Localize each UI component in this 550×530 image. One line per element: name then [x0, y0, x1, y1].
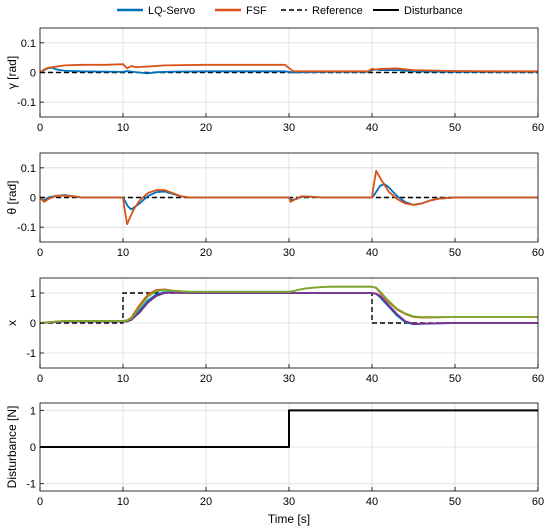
- y-tick-label: 0: [30, 68, 36, 80]
- x-tick-label: 20: [200, 247, 212, 259]
- x-tick-label: 30: [283, 122, 295, 134]
- x-tick-label: 40: [366, 122, 378, 134]
- subplot-1: 0 10 20 30 40 50 60 -0.1 0 0.1γ [rad]: [5, 27, 544, 134]
- y-tick-label: -1: [26, 479, 36, 491]
- x-tick-label: 20: [200, 373, 212, 385]
- x-tick-label: 50: [449, 122, 461, 134]
- x-tick-label: 40: [366, 247, 378, 259]
- series-line-fsf: [40, 169, 538, 226]
- x-tick-label: 20: [200, 496, 212, 508]
- y-axis-label: Disturbance [N]: [5, 406, 19, 489]
- y-tick-label: 1: [30, 405, 36, 417]
- subplot-2: 0 10 20 30 40 50 60 -0.1 0 0.1θ [rad]: [5, 152, 544, 259]
- x-tick-label: 0: [37, 122, 43, 134]
- legend-entry-lq-servo: LQ-Servo: [117, 5, 195, 17]
- legend-label-lq-servo: LQ-Servo: [148, 5, 195, 17]
- legend-label-fsf: FSF: [246, 5, 267, 17]
- legend-entry-reference: Reference: [281, 5, 363, 17]
- x-tick-label: 60: [532, 247, 544, 259]
- x-tick-label: 50: [449, 496, 461, 508]
- x-tick-label: 60: [532, 122, 544, 134]
- legend-entry-disturbance: Disturbance: [373, 5, 463, 17]
- y-tick-label: -1: [26, 348, 36, 360]
- y-tick-label: 0: [30, 193, 36, 205]
- x-tick-label: 30: [283, 247, 295, 259]
- series-line-reference: [40, 292, 538, 324]
- x-tick-label: 30: [283, 496, 295, 508]
- subplots: 0 10 20 30 40 50 60-0.100.1γ [rad]0 10 20 30 40 50 6…: [5, 27, 544, 526]
- y-axis-label: x: [5, 320, 19, 326]
- x-tick-label: 60: [532, 373, 544, 385]
- legend: LQ-Servo FSF Reference Disturbance: [117, 5, 463, 17]
- y-axis-label: γ [rad]: [5, 56, 19, 89]
- x-tick-label: 40: [366, 496, 378, 508]
- series-group: [40, 409, 538, 448]
- x-tick-label: 50: [449, 247, 461, 259]
- legend-entry-fsf: FSF: [215, 5, 267, 17]
- x-tick-label: 10: [117, 496, 129, 508]
- series-line-unnamed-4: [40, 285, 538, 324]
- y-tick-label: 0: [30, 442, 36, 454]
- x-tick-label: 50: [449, 373, 461, 385]
- series-group: [40, 285, 538, 326]
- y-axis-label: θ [rad]: [5, 180, 19, 214]
- x-axis-label: Time [s]: [268, 512, 310, 526]
- y-tick-label: 0.1: [21, 163, 36, 175]
- x-tick-label: 10: [117, 122, 129, 134]
- x-tick-label: 20: [200, 122, 212, 134]
- x-tick-label: 0: [37, 247, 43, 259]
- series-line-fsf: [40, 63, 538, 74]
- x-tick-label: 10: [117, 247, 129, 259]
- series-group: [40, 63, 538, 75]
- y-tick-label: -0.1: [17, 97, 36, 109]
- x-tick-label: 30: [283, 373, 295, 385]
- y-tick-label: -0.1: [17, 222, 36, 234]
- series-line-lq-servo: [40, 66, 538, 75]
- y-tick-label: 0: [30, 318, 36, 330]
- legend-label-reference: Reference: [312, 5, 363, 17]
- series-group: [40, 169, 538, 226]
- legend-label-disturbance: Disturbance: [404, 5, 463, 17]
- x-tick-label: 0: [37, 496, 43, 508]
- subplot-3: 0 10 20 30 40 50 60 -1 0 1 x: [5, 277, 544, 385]
- y-tick-label: 0.1: [21, 38, 36, 50]
- x-tick-label: 40: [366, 373, 378, 385]
- x-tick-label: 0: [37, 373, 43, 385]
- x-tick-label: 60: [532, 496, 544, 508]
- x-tick-label: 10: [117, 373, 129, 385]
- y-tick-label: 1: [30, 288, 36, 300]
- series-line-disturbance: [40, 409, 538, 448]
